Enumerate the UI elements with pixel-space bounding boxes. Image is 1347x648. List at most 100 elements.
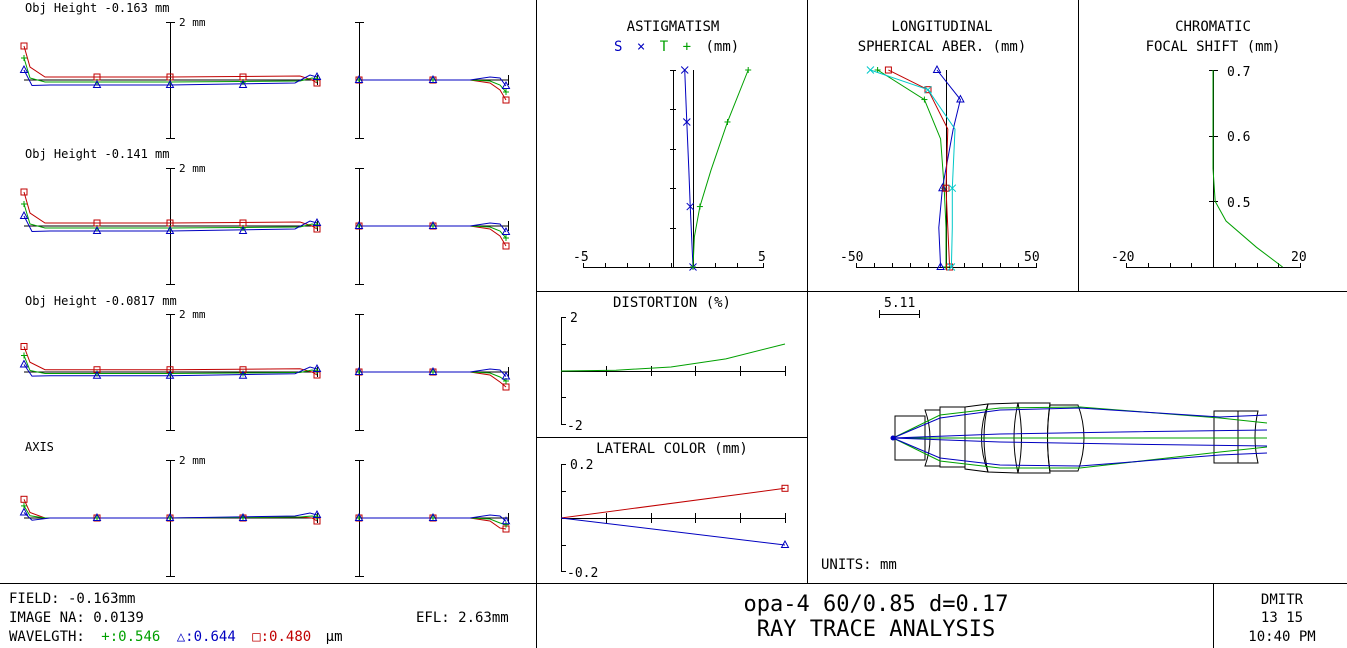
lat-ymin-label: -0.2 — [567, 566, 598, 581]
ray-green-lower — [892, 437, 1268, 469]
longitudinal-title-1: LONGITUDINAL — [891, 19, 992, 35]
marker-square — [884, 66, 892, 74]
astigmatism-curves — [583, 66, 764, 271]
marker-triangle — [938, 183, 947, 192]
lens-elements — [894, 402, 1259, 474]
marker-square — [20, 188, 28, 196]
marker-triangle — [354, 512, 364, 521]
marker-square — [502, 96, 510, 104]
lateral-color-curves — [560, 464, 790, 572]
marker-triangle — [19, 359, 29, 368]
image-na-text: IMAGE NA: 0.0139 — [9, 610, 144, 626]
ray-fan-panel: Obj Height -0.0817 mm2 mm — [19, 294, 511, 431]
marker-triangle — [428, 220, 438, 229]
marker-triangle — [19, 64, 29, 73]
ray-fan-scale-label: 2 mm — [179, 454, 206, 467]
marker-plus — [503, 521, 509, 528]
wavelength-1: +:0.546 — [101, 629, 160, 645]
chrom-xmin-label: -20 — [1111, 250, 1134, 265]
fan-tangential-red — [23, 346, 318, 376]
marker-triangle — [956, 94, 965, 103]
marker-plus — [696, 203, 703, 210]
marker-triangle — [428, 512, 438, 521]
marker-triangle — [165, 225, 175, 234]
marker-plus — [21, 55, 27, 61]
marker-x-b — [682, 118, 691, 126]
ray-fan-field-label: Obj Height -0.0817 mm — [25, 294, 177, 308]
marker-x — [682, 118, 691, 126]
marker-square — [942, 184, 950, 192]
marker-plus — [943, 264, 949, 270]
ray-fan-panel: Obj Height -0.141 mm 2 mm — [19, 147, 511, 285]
astigmatism-plot: ASTIGMATISM S × T + (mm) -5 5 — [573, 19, 766, 271]
wavelength-prefix: WAVELGTH: — [9, 629, 85, 645]
longitudinal-title-2: SPHERICAL ABER. (mm) — [858, 39, 1027, 55]
marker-x — [686, 202, 695, 211]
designer-text: DMITR — [1261, 592, 1304, 608]
marker-triangle — [92, 370, 102, 379]
chrom-tick-05: 0.5 — [1227, 196, 1250, 211]
marker-triangle — [501, 371, 511, 380]
legend-x: × — [637, 39, 645, 55]
marker-triangle — [92, 225, 102, 234]
distortion-curves — [560, 317, 786, 425]
long-xmin-label: -50 — [840, 250, 863, 265]
lateral-blue-line — [560, 517, 786, 546]
legend-units: (mm) — [706, 39, 740, 55]
long-green-curve — [877, 69, 947, 267]
marker-triangle — [238, 225, 248, 234]
lens-element-8 — [1237, 410, 1259, 464]
marker-plus — [921, 96, 928, 103]
marker-triangle — [19, 210, 29, 219]
layout-scale-bar — [879, 310, 920, 318]
chromatic-curve — [1212, 70, 1283, 268]
marker-triangle — [312, 509, 322, 518]
marker-triangle — [428, 74, 438, 83]
marker-triangle — [501, 516, 511, 525]
lateral-color-plot: LATERAL COLOR (mm) 0.2 -0.2 — [560, 441, 790, 581]
marker-triangle — [165, 79, 175, 88]
marker-square — [502, 242, 510, 250]
lens-title: opa-4 60/0.85 d=0.17 — [744, 592, 1009, 617]
ray-fan-panel: Obj Height -0.163 mm 2 mm — [19, 1, 511, 139]
marker-square — [924, 86, 932, 94]
analysis-title: RAY TRACE ANALYSIS — [757, 617, 995, 642]
marker-triangle — [780, 539, 790, 548]
marker-x — [924, 85, 932, 94]
ray-fan-panel: AXIS 2 mm — [19, 440, 511, 577]
marker-plus — [21, 201, 27, 207]
ray-fan-field-label: Obj Height -0.141 mm — [25, 147, 170, 161]
chromatic-plot: CHROMATIC FOCAL SHIFT (mm) -20 20 0.7 0.… — [1111, 19, 1307, 268]
marker-triangle — [354, 74, 364, 83]
lateral-color-title: LATERAL COLOR (mm) — [596, 441, 748, 457]
distortion-plot: DISTORTION (%) 2 -2 — [560, 295, 786, 434]
marker-triangle — [92, 79, 102, 88]
ray-fan-field-label: Obj Height -0.163 mm — [25, 1, 170, 15]
time-text: 10:40 PM — [1248, 629, 1315, 645]
ray-fan-scale-label: 2 mm — [179, 16, 206, 29]
ray-fan-scale-label: 2 mm — [179, 162, 206, 175]
lateral-red-line — [560, 487, 786, 519]
marker-triangle — [238, 512, 248, 521]
marker-square — [20, 42, 28, 50]
ray-fan-scale-label: 2 mm — [179, 308, 206, 321]
marker-square — [781, 484, 789, 492]
marker-triangle — [19, 507, 29, 516]
date-text: 13 15 — [1261, 610, 1303, 626]
marker-x-b — [948, 184, 957, 193]
chrom-xmax-label: 20 — [1291, 250, 1307, 265]
wavelength-2: △:0.644 — [177, 629, 236, 645]
marker-triangle — [312, 217, 322, 226]
marker-plus — [21, 352, 27, 359]
marker-x — [866, 66, 875, 74]
marker-triangle — [92, 512, 102, 521]
layout-scale-label: 5.11 — [884, 296, 915, 311]
long-cyan-curve — [870, 69, 956, 268]
dist-ymax-label: 2 — [570, 311, 578, 326]
marker-x — [947, 263, 956, 271]
marker-plus — [503, 89, 509, 95]
marker-triangle — [354, 366, 364, 375]
